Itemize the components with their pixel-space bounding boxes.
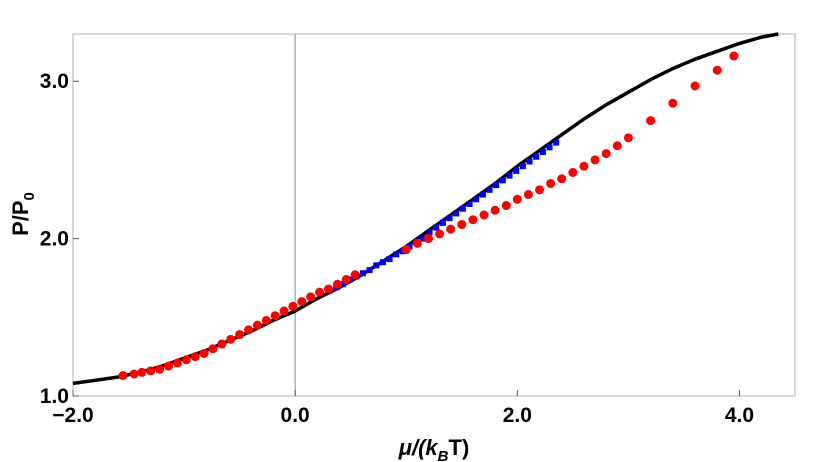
data-point-square xyxy=(446,215,453,222)
data-point-circle xyxy=(512,194,522,204)
data-point-circle xyxy=(401,245,411,255)
y-tick-label: 2.0 xyxy=(40,228,69,251)
data-point-square xyxy=(513,167,520,174)
x-tick-label: −2.0 xyxy=(52,404,93,427)
data-point-circle xyxy=(226,334,236,344)
data-point-circle xyxy=(590,155,600,165)
data-point-circle xyxy=(412,238,422,248)
data-point-square xyxy=(479,191,486,198)
data-point-square xyxy=(426,229,433,236)
data-point-square xyxy=(466,200,473,207)
data-point-circle xyxy=(468,215,478,225)
data-point-circle xyxy=(579,161,589,171)
data-point-square xyxy=(533,153,540,160)
data-point-square xyxy=(366,267,373,274)
data-point-square xyxy=(519,163,526,170)
data-point-circle xyxy=(479,210,489,220)
x-tick-label: 0.0 xyxy=(281,404,310,427)
data-point-circle xyxy=(118,371,128,381)
x-tick-label: 4.0 xyxy=(725,404,754,427)
data-point-square xyxy=(553,139,560,146)
data-point-circle xyxy=(435,229,445,239)
data-point-circle xyxy=(279,306,289,316)
data-point-circle xyxy=(557,174,567,184)
data-point-circle xyxy=(690,81,700,91)
y-axis-label: P/P0 xyxy=(8,192,38,236)
data-point-circle xyxy=(729,51,739,61)
data-point-circle xyxy=(423,234,433,244)
data-point-circle xyxy=(323,284,333,294)
data-point-square xyxy=(499,177,506,184)
data-point-square xyxy=(386,256,393,263)
data-point-circle xyxy=(199,349,209,359)
data-point-circle xyxy=(623,133,633,143)
data-point-circle xyxy=(181,355,191,365)
data-point-circle xyxy=(172,358,182,368)
data-point-circle xyxy=(261,315,271,325)
data-point-circle xyxy=(137,367,147,377)
data-point-circle xyxy=(535,185,545,195)
data-point-circle xyxy=(712,65,722,75)
data-point-circle xyxy=(350,270,360,280)
data-point-square xyxy=(539,149,546,156)
data-point-square xyxy=(459,205,466,212)
data-point-square xyxy=(486,186,493,193)
data-point-circle xyxy=(306,292,316,302)
data-point-circle xyxy=(332,279,342,289)
data-point-circle xyxy=(244,325,254,335)
data-point-square xyxy=(406,243,413,250)
data-point-circle xyxy=(446,224,456,234)
x-axis-ticks: −2.0 0.0 2.0 4.0 xyxy=(52,390,754,427)
data-point-square xyxy=(506,172,513,179)
data-point-circle xyxy=(523,190,533,200)
data-point-circle xyxy=(288,301,298,311)
data-point-circle xyxy=(155,364,165,374)
data-point-square xyxy=(373,262,380,269)
x-axis-label: μ/(kBT) xyxy=(398,435,470,462)
data-point-square xyxy=(493,182,500,189)
series-layer xyxy=(72,32,779,386)
data-point-circle xyxy=(235,330,245,340)
data-point-square xyxy=(393,251,400,258)
data-point-circle xyxy=(190,352,200,362)
data-point-square xyxy=(526,158,533,165)
data-point-circle xyxy=(490,205,500,215)
data-point-square xyxy=(379,259,386,266)
data-point-circle xyxy=(217,339,227,349)
data-point-circle xyxy=(668,98,678,108)
data-point-square xyxy=(453,210,460,217)
data-point-circle xyxy=(341,275,351,285)
data-point-circle xyxy=(612,141,622,151)
data-point-circle xyxy=(252,320,262,330)
y-axis-ticks: 1.0 2.0 3.0 xyxy=(40,70,79,408)
data-point-circle xyxy=(646,116,656,126)
data-point-square xyxy=(439,219,446,226)
data-point-circle xyxy=(270,311,280,321)
data-point-square xyxy=(473,196,480,203)
data-point-square xyxy=(433,224,440,231)
data-point-square xyxy=(339,281,346,288)
plot-frame xyxy=(72,33,796,397)
data-point-square xyxy=(359,270,366,277)
data-point-square xyxy=(546,144,553,151)
series-line xyxy=(72,32,779,386)
data-point-square xyxy=(419,235,426,242)
data-point-circle xyxy=(601,149,611,159)
x-tick-label: 2.0 xyxy=(503,404,532,427)
y-tick-label: 3.0 xyxy=(40,70,69,93)
data-point-circle xyxy=(164,361,174,371)
data-point-circle xyxy=(208,344,218,354)
data-point-circle xyxy=(146,366,156,376)
y-tick-label: 1.0 xyxy=(40,385,69,408)
data-point-circle xyxy=(315,287,325,297)
data-point-circle xyxy=(568,168,578,178)
data-point-circle xyxy=(457,219,467,229)
data-point-circle xyxy=(297,297,307,307)
data-point-circle xyxy=(546,179,556,189)
data-point-circle xyxy=(129,369,139,379)
data-point-circle xyxy=(501,201,511,211)
